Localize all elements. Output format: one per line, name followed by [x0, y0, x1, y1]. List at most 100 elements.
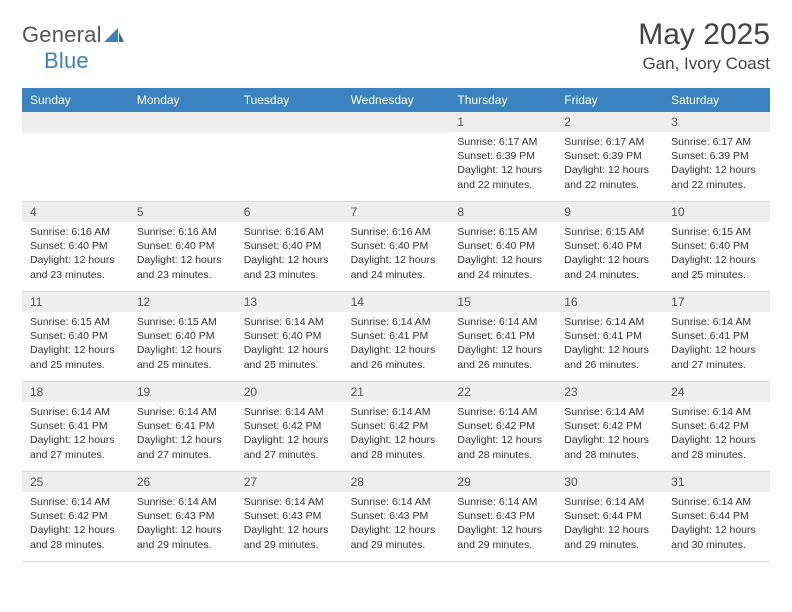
sunset-text: Sunset: 6:43 PM [244, 509, 335, 523]
daylight2-text: and 25 minutes. [137, 358, 228, 372]
daylight2-text: and 29 minutes. [457, 538, 548, 552]
sunset-text: Sunset: 6:40 PM [671, 239, 762, 253]
daylight2-text: and 29 minutes. [137, 538, 228, 552]
cell-content: Sunrise: 6:15 AMSunset: 6:40 PMDaylight:… [556, 222, 663, 288]
daylight1-text: Daylight: 12 hours [351, 523, 442, 537]
daylight2-text: and 27 minutes. [137, 448, 228, 462]
daylight2-text: and 23 minutes. [30, 268, 121, 282]
daylight1-text: Daylight: 12 hours [244, 343, 335, 357]
day-number: 21 [343, 382, 450, 402]
day-number: 1 [449, 112, 556, 132]
sunset-text: Sunset: 6:40 PM [137, 329, 228, 343]
daylight2-text: and 23 minutes. [244, 268, 335, 282]
day-number: 14 [343, 292, 450, 312]
day-number: 19 [129, 382, 236, 402]
daylight2-text: and 24 minutes. [457, 268, 548, 282]
sunset-text: Sunset: 6:41 PM [564, 329, 655, 343]
calendar-cell [343, 112, 450, 202]
sunset-text: Sunset: 6:42 PM [457, 419, 548, 433]
sunset-text: Sunset: 6:44 PM [671, 509, 762, 523]
daylight1-text: Daylight: 12 hours [351, 433, 442, 447]
day-number: 7 [343, 202, 450, 222]
weekday-header: Saturday [663, 88, 770, 112]
calendar-cell: 31Sunrise: 6:14 AMSunset: 6:44 PMDayligh… [663, 472, 770, 562]
day-number [236, 112, 343, 133]
calendar-cell: 14Sunrise: 6:14 AMSunset: 6:41 PMDayligh… [343, 292, 450, 382]
daylight2-text: and 29 minutes. [244, 538, 335, 552]
cell-content: Sunrise: 6:14 AMSunset: 6:42 PMDaylight:… [556, 402, 663, 468]
cell-content: Sunrise: 6:16 AMSunset: 6:40 PMDaylight:… [22, 222, 129, 288]
daylight1-text: Daylight: 12 hours [457, 523, 548, 537]
daylight2-text: and 24 minutes. [351, 268, 442, 282]
cell-content: Sunrise: 6:15 AMSunset: 6:40 PMDaylight:… [129, 312, 236, 378]
sunrise-text: Sunrise: 6:14 AM [671, 315, 762, 329]
daylight1-text: Daylight: 12 hours [564, 523, 655, 537]
daylight1-text: Daylight: 12 hours [457, 253, 548, 267]
weekday-header: Tuesday [236, 88, 343, 112]
cell-content: Sunrise: 6:16 AMSunset: 6:40 PMDaylight:… [236, 222, 343, 288]
sunrise-text: Sunrise: 6:16 AM [137, 225, 228, 239]
weekday-header: Thursday [449, 88, 556, 112]
calendar-cell: 12Sunrise: 6:15 AMSunset: 6:40 PMDayligh… [129, 292, 236, 382]
sunset-text: Sunset: 6:40 PM [30, 239, 121, 253]
cell-content: Sunrise: 6:14 AMSunset: 6:43 PMDaylight:… [449, 492, 556, 558]
sunrise-text: Sunrise: 6:14 AM [137, 495, 228, 509]
daylight2-text: and 28 minutes. [564, 448, 655, 462]
sunset-text: Sunset: 6:40 PM [244, 239, 335, 253]
daylight1-text: Daylight: 12 hours [137, 253, 228, 267]
calendar-cell: 6Sunrise: 6:16 AMSunset: 6:40 PMDaylight… [236, 202, 343, 292]
sunrise-text: Sunrise: 6:16 AM [244, 225, 335, 239]
daylight2-text: and 30 minutes. [671, 538, 762, 552]
sunrise-text: Sunrise: 6:14 AM [351, 405, 442, 419]
daylight1-text: Daylight: 12 hours [137, 523, 228, 537]
calendar-cell: 24Sunrise: 6:14 AMSunset: 6:42 PMDayligh… [663, 382, 770, 472]
daylight1-text: Daylight: 12 hours [564, 163, 655, 177]
cell-content: Sunrise: 6:16 AMSunset: 6:40 PMDaylight:… [129, 222, 236, 288]
calendar-cell [236, 112, 343, 202]
calendar-cell: 2Sunrise: 6:17 AMSunset: 6:39 PMDaylight… [556, 112, 663, 202]
sunset-text: Sunset: 6:40 PM [137, 239, 228, 253]
sunset-text: Sunset: 6:39 PM [564, 149, 655, 163]
logo-general: General [22, 22, 102, 47]
cell-content: Sunrise: 6:15 AMSunset: 6:40 PMDaylight:… [663, 222, 770, 288]
calendar-cell: 10Sunrise: 6:15 AMSunset: 6:40 PMDayligh… [663, 202, 770, 292]
daylight2-text: and 25 minutes. [244, 358, 335, 372]
cell-content: Sunrise: 6:14 AMSunset: 6:42 PMDaylight:… [236, 402, 343, 468]
cell-content: Sunrise: 6:14 AMSunset: 6:41 PMDaylight:… [343, 312, 450, 378]
sunrise-text: Sunrise: 6:16 AM [351, 225, 442, 239]
day-number: 28 [343, 472, 450, 492]
sunrise-text: Sunrise: 6:14 AM [671, 495, 762, 509]
daylight2-text: and 27 minutes. [244, 448, 335, 462]
day-number: 5 [129, 202, 236, 222]
daylight2-text: and 28 minutes. [351, 448, 442, 462]
cell-content: Sunrise: 6:14 AMSunset: 6:41 PMDaylight:… [556, 312, 663, 378]
sunrise-text: Sunrise: 6:14 AM [457, 315, 548, 329]
calendar-cell: 11Sunrise: 6:15 AMSunset: 6:40 PMDayligh… [22, 292, 129, 382]
day-number: 25 [22, 472, 129, 492]
daylight1-text: Daylight: 12 hours [671, 253, 762, 267]
cell-content: Sunrise: 6:14 AMSunset: 6:41 PMDaylight:… [22, 402, 129, 468]
day-number: 12 [129, 292, 236, 312]
day-number: 2 [556, 112, 663, 132]
calendar-body: 1Sunrise: 6:17 AMSunset: 6:39 PMDaylight… [22, 112, 770, 562]
calendar-cell: 15Sunrise: 6:14 AMSunset: 6:41 PMDayligh… [449, 292, 556, 382]
sunrise-text: Sunrise: 6:15 AM [30, 315, 121, 329]
cell-content: Sunrise: 6:15 AMSunset: 6:40 PMDaylight:… [449, 222, 556, 288]
sunset-text: Sunset: 6:42 PM [564, 419, 655, 433]
day-number: 15 [449, 292, 556, 312]
sunrise-text: Sunrise: 6:17 AM [671, 135, 762, 149]
daylight1-text: Daylight: 12 hours [671, 163, 762, 177]
sunset-text: Sunset: 6:43 PM [351, 509, 442, 523]
sunset-text: Sunset: 6:41 PM [457, 329, 548, 343]
weekday-header: Friday [556, 88, 663, 112]
cell-content: Sunrise: 6:14 AMSunset: 6:43 PMDaylight:… [129, 492, 236, 558]
daylight1-text: Daylight: 12 hours [564, 433, 655, 447]
daylight1-text: Daylight: 12 hours [137, 433, 228, 447]
calendar-cell: 9Sunrise: 6:15 AMSunset: 6:40 PMDaylight… [556, 202, 663, 292]
month-title: May 2025 [638, 18, 770, 52]
sunset-text: Sunset: 6:39 PM [671, 149, 762, 163]
daylight2-text: and 28 minutes. [457, 448, 548, 462]
sunrise-text: Sunrise: 6:15 AM [564, 225, 655, 239]
sunrise-text: Sunrise: 6:14 AM [564, 315, 655, 329]
calendar-cell: 5Sunrise: 6:16 AMSunset: 6:40 PMDaylight… [129, 202, 236, 292]
